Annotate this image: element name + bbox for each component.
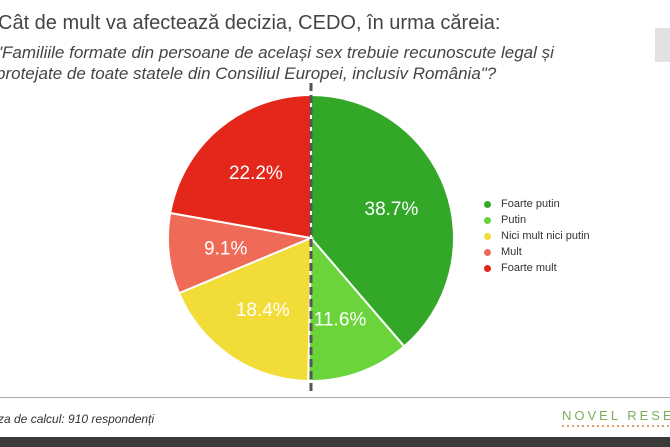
legend-swatch [484,248,491,256]
legend-label: Foarte putin [501,198,560,210]
legend-item: Putin [484,212,590,228]
brand-logo: NOVEL RESEA [562,408,670,423]
slice-label-4: 22.2% [229,163,283,184]
brand-logo-dots [562,425,670,427]
slice-label-0: 38.7% [365,199,419,220]
subtitle-line-2: protejate de toate statele din Consiliul… [0,64,497,83]
slice-label-2: 18.4% [236,300,290,321]
bottom-bar [0,437,670,447]
slice-label-3: 9.1% [204,238,247,259]
divider [0,397,670,398]
legend: Foarte putin Putin Nici mult nici putin Mul… [484,196,590,276]
pie-slice-4 [169,93,312,240]
chart-title: Cât de mult va afectează decizia, CEDO, … [0,12,501,34]
pie-slice-1 [307,235,406,382]
legend-swatch [484,264,491,272]
sample-note: za de calcul: 910 respondenți [0,412,155,426]
legend-item: Foarte putin [484,196,590,212]
pie-slice-0 [310,93,455,348]
legend-swatch [484,216,491,224]
legend-swatch [484,200,491,208]
legend-swatch [484,232,491,240]
legend-label: Mult [501,246,522,258]
legend-item: Mult [484,244,590,260]
chart-subtitle: "Familiile formate din persoane de acela… [0,42,554,84]
legend-label: Putin [501,214,527,226]
subtitle-line-1: "Familiile formate din persoane de acela… [0,43,554,62]
pie-slice-3 [167,211,315,295]
legend-label: Nici mult nici putin [501,230,590,242]
legend-label: Foarte mult [501,262,557,274]
pie-slice-2 [177,236,313,382]
legend-item: Nici mult nici putin [484,228,590,244]
legend-item: Foarte mult [484,260,590,276]
side-panel-edge [655,28,670,62]
slice-label-1: 11.6% [314,310,367,331]
